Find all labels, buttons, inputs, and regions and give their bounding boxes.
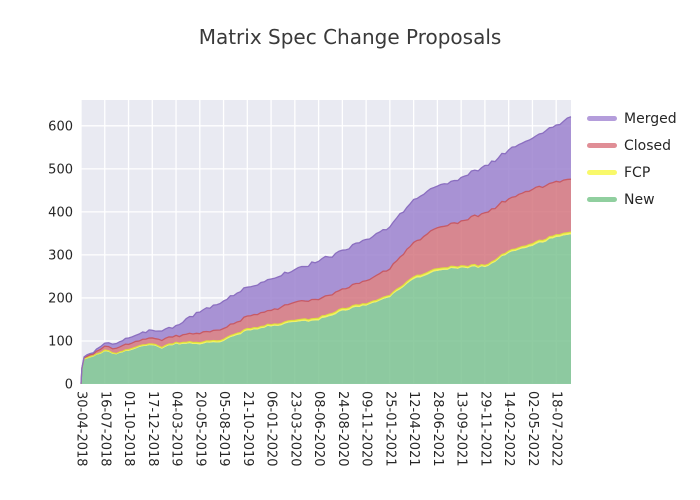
legend-item-merged: Merged (587, 105, 677, 132)
y-tick-label: 400 (48, 205, 73, 220)
x-tick-label: 04-03-2019 (169, 391, 184, 467)
x-tick-label: 18-07-2022 (549, 391, 564, 467)
legend-item-closed: Closed (587, 132, 677, 159)
x-tick-label: 24-08-2020 (335, 391, 350, 467)
legend-label: Closed (624, 137, 672, 154)
legend-item-new: New (587, 186, 677, 213)
y-tick-label: 100 (48, 334, 73, 349)
y-tick-label: 600 (48, 119, 73, 134)
legend-swatch-icon (587, 116, 617, 121)
legend: Merged Closed FCP New (587, 105, 677, 213)
legend-label: Merged (624, 110, 677, 127)
y-tick-label: 0 (65, 378, 73, 393)
legend-swatch-icon (587, 143, 617, 148)
x-tick-label: 21-10-2019 (240, 391, 255, 467)
x-tick-label: 28-06-2021 (430, 391, 445, 467)
x-tick-label: 09-11-2020 (359, 391, 374, 467)
x-tick-label: 20-05-2019 (192, 391, 207, 467)
x-tick-label: 29-11-2021 (477, 391, 492, 467)
y-tick-label: 200 (48, 291, 73, 306)
legend-item-fcp: FCP (587, 159, 677, 186)
x-tick-label: 08-06-2020 (311, 391, 326, 467)
line-closed (80, 178, 572, 384)
area-new (81, 234, 571, 384)
x-tick-label: 06-01-2020 (264, 391, 279, 467)
line-fcp (80, 231, 572, 384)
area-closed (81, 179, 571, 384)
x-tick-label: 16-07-2018 (97, 391, 112, 467)
x-tick-label: 02-05-2022 (525, 391, 540, 467)
x-tick-label: 14-02-2022 (501, 391, 516, 467)
y-tick-label: 500 (48, 162, 73, 177)
line-merged (80, 116, 572, 384)
legend-swatch-icon (587, 197, 617, 202)
x-tick-label: 05-08-2019 (216, 391, 231, 467)
area-fcp (81, 232, 571, 384)
y-tick-label: 300 (48, 248, 73, 263)
x-tick-label: 23-03-2020 (287, 391, 302, 467)
chart-title: Matrix Spec Change Proposals (198, 25, 502, 49)
x-tick-label: 01-10-2018 (121, 391, 136, 467)
legend-swatch-icon (587, 170, 617, 175)
legend-label: FCP (624, 164, 651, 181)
x-tick-label: 13-09-2021 (454, 391, 469, 467)
x-tick-label: 17-12-2018 (145, 391, 160, 467)
legend-label: New (624, 191, 655, 208)
x-tick-label: 30-04-2018 (74, 391, 89, 467)
x-tick-label: 12-04-2021 (406, 391, 421, 467)
x-tick-label: 25-01-2021 (382, 391, 397, 467)
